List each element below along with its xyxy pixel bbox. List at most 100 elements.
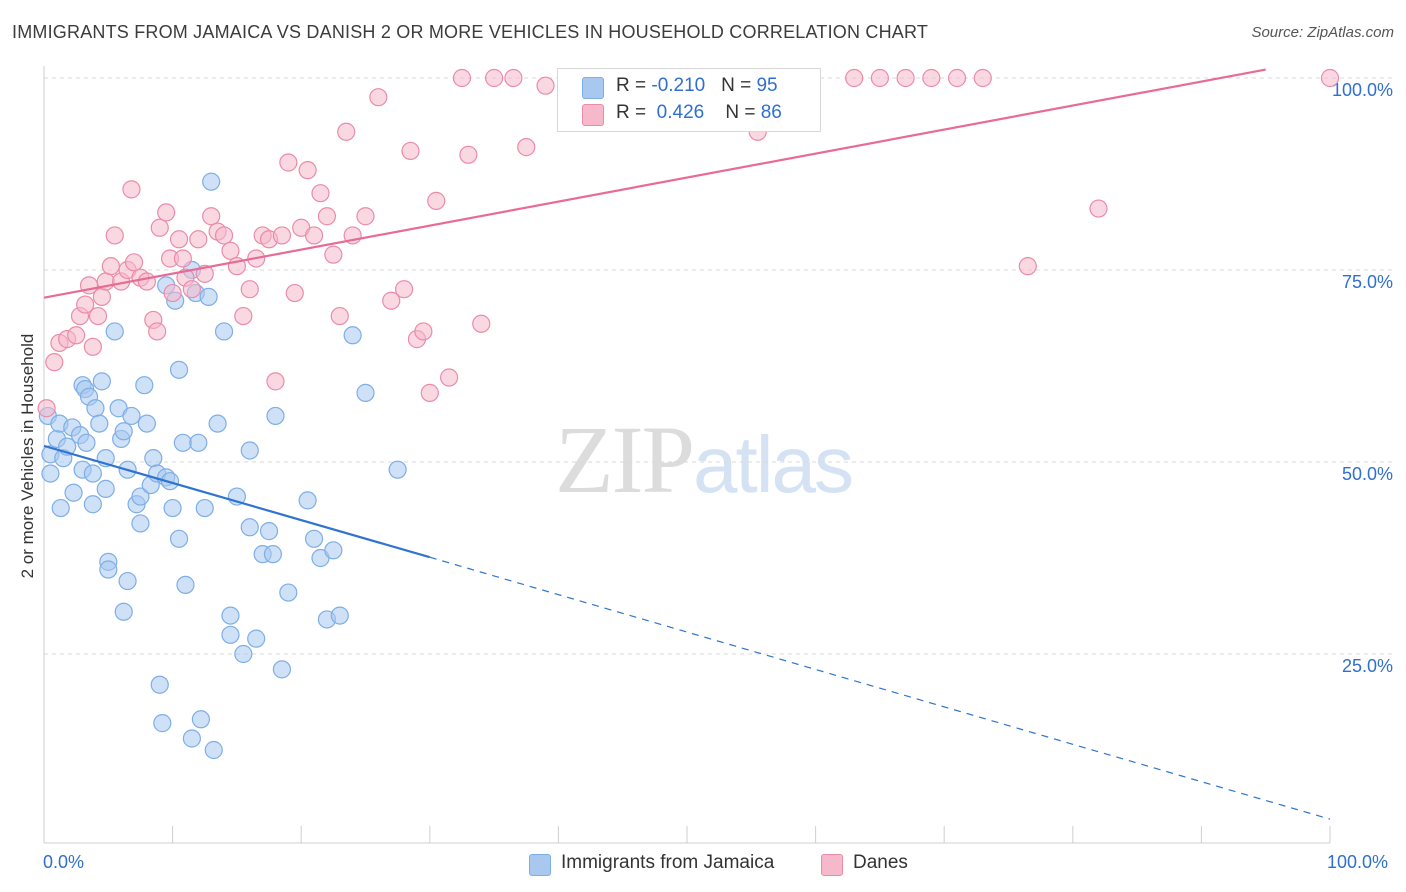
danes-point bbox=[311, 184, 330, 203]
jamaica-point bbox=[41, 464, 60, 483]
jamaica-point bbox=[191, 710, 210, 729]
jamaica-point bbox=[330, 606, 349, 625]
jamaica-trend-line bbox=[43, 444, 431, 559]
jamaica-point bbox=[304, 529, 324, 548]
x-tick-label-min: 0.0% bbox=[43, 852, 85, 872]
jamaica-point bbox=[173, 433, 192, 452]
danes-point bbox=[369, 88, 388, 107]
danes-point bbox=[221, 241, 240, 260]
jamaica-point bbox=[169, 360, 189, 379]
danes-point bbox=[279, 153, 298, 172]
danes-point bbox=[414, 322, 433, 341]
jamaica-point bbox=[114, 602, 133, 621]
jamaica-point bbox=[135, 376, 154, 395]
danes-point bbox=[83, 337, 102, 356]
danes-point bbox=[195, 264, 214, 283]
danes-point bbox=[452, 68, 472, 88]
danes-point bbox=[37, 399, 56, 418]
jamaica-point bbox=[324, 541, 343, 560]
danes-point bbox=[1089, 199, 1108, 218]
danes-point bbox=[173, 249, 192, 268]
danes-point bbox=[234, 306, 253, 326]
danes-point bbox=[122, 180, 141, 199]
legend-r-label: R = bbox=[616, 102, 652, 123]
danes-point bbox=[504, 68, 523, 88]
legend-swatch-danes bbox=[582, 104, 604, 126]
watermark-atlas: atlas bbox=[693, 420, 854, 509]
danes-point bbox=[214, 226, 234, 245]
jamaica-point bbox=[176, 575, 195, 594]
jamaica-point bbox=[131, 487, 150, 506]
jamaica-point bbox=[182, 729, 201, 748]
bottom-legend-label-jamaica: Immigrants from Jamaica bbox=[561, 852, 775, 873]
legend-r-value: 0.426 bbox=[656, 102, 705, 123]
danes-point bbox=[337, 122, 356, 141]
chart-title: IMMIGRANTS FROM JAMAICA VS DANISH 2 OR M… bbox=[12, 22, 929, 42]
jamaica-point bbox=[99, 560, 118, 579]
jamaica-point bbox=[163, 498, 182, 518]
jamaica-point bbox=[122, 406, 141, 426]
danes-point bbox=[266, 372, 285, 391]
danes-trend-line bbox=[43, 68, 1266, 299]
jamaica-point bbox=[343, 326, 362, 345]
bottom-legend-label-danes: Danes bbox=[853, 852, 908, 873]
bottom-legend-swatch-jamaica bbox=[529, 854, 551, 876]
x-tick-label-max: 100.0% bbox=[1327, 852, 1389, 872]
y-tick-label: 50.0% bbox=[1342, 464, 1393, 484]
danes-point bbox=[67, 326, 86, 345]
y-axis-label: 2 or more Vehicles in Household bbox=[18, 333, 37, 579]
jamaica-point bbox=[169, 529, 189, 548]
danes-point bbox=[845, 68, 864, 88]
jamaica-point bbox=[195, 498, 214, 518]
danes-point bbox=[382, 291, 401, 310]
watermark-zip: ZIP bbox=[555, 406, 695, 513]
danes-point bbox=[202, 207, 221, 226]
danes-point bbox=[947, 68, 967, 88]
jamaica-point bbox=[199, 287, 218, 306]
legend-n-label: N = bbox=[721, 75, 757, 96]
danes-point bbox=[124, 253, 144, 272]
y-tick-label: 75.0% bbox=[1342, 272, 1393, 292]
danes-point bbox=[76, 295, 95, 314]
bottom-legend-swatch-danes bbox=[821, 854, 843, 876]
jamaica-point bbox=[298, 491, 317, 510]
jamaica-point bbox=[214, 322, 234, 341]
jamaica-point bbox=[96, 479, 115, 498]
legend-n-value: 95 bbox=[756, 75, 778, 96]
jamaica-point bbox=[77, 433, 96, 452]
jamaica-point bbox=[221, 625, 240, 644]
jamaica-point bbox=[202, 172, 221, 191]
legend-swatch-jamaica bbox=[582, 77, 604, 99]
jamaica-point bbox=[356, 383, 375, 402]
legend-n-label: N = bbox=[725, 102, 761, 123]
jamaica-point bbox=[83, 464, 102, 483]
danes-point bbox=[92, 287, 111, 306]
jamaica-point bbox=[272, 660, 292, 679]
legend-r-value: -0.210 bbox=[651, 75, 706, 96]
jamaica-point bbox=[221, 606, 240, 625]
jamaica-point bbox=[114, 422, 133, 441]
danes-point bbox=[517, 138, 536, 157]
danes-point bbox=[973, 68, 992, 88]
jamaica-point bbox=[51, 498, 70, 518]
jamaica-point bbox=[150, 675, 169, 694]
jamaica-point bbox=[263, 545, 283, 564]
correlation-legend: R = -0.210 N = 95 R = 0.426 N = 86 bbox=[557, 68, 821, 132]
danes-point bbox=[105, 226, 124, 245]
danes-point bbox=[169, 230, 189, 249]
y-tick-label: 25.0% bbox=[1342, 656, 1393, 676]
danes-point bbox=[472, 314, 491, 333]
danes-point bbox=[1320, 68, 1340, 88]
jamaica-point bbox=[64, 483, 83, 502]
jamaica-point bbox=[240, 518, 259, 537]
danes-point bbox=[137, 272, 156, 291]
jamaica-point bbox=[259, 522, 279, 541]
jamaica-point bbox=[137, 414, 156, 433]
y-axis-label-container: 2 or more Vehicles in Household bbox=[0, 0, 56, 892]
danes-point bbox=[298, 161, 317, 180]
jamaica-point bbox=[86, 399, 105, 418]
danes-point bbox=[427, 191, 446, 210]
jamaica-point bbox=[153, 714, 172, 733]
danes-point bbox=[439, 368, 459, 387]
